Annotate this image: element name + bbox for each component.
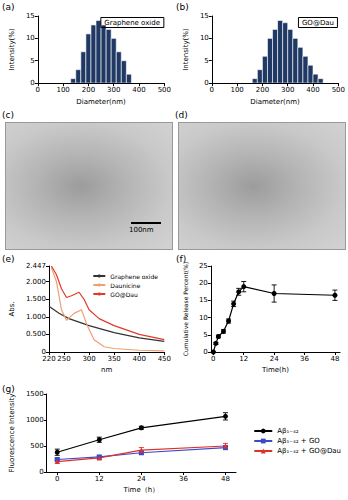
svg-text:15: 15: [199, 296, 208, 304]
svg-text:36: 36: [179, 475, 188, 483]
svg-text:12: 12: [239, 355, 248, 363]
svg-text:300: 300: [281, 86, 294, 94]
svg-text:(f): (f): [176, 253, 187, 264]
html-text:(d): (d): [175, 110, 188, 120]
html-text:100nm: 100nm: [129, 226, 154, 234]
svg-text:Aβ₁₋₄₂ + GO@Dau: Aβ₁₋₄₂ + GO@Dau: [277, 447, 341, 455]
svg-text:Cumulative Release Percent(%): Cumulative Release Percent(%): [182, 262, 189, 356]
svg-text:Aβ₁₋₄₂ + GO: Aβ₁₋₄₂ + GO: [277, 437, 320, 445]
svg-text:10: 10: [200, 34, 209, 42]
svg-text:Aβ₁₋₄₂: Aβ₁₋₄₂: [277, 427, 299, 435]
svg-text:20: 20: [199, 279, 208, 287]
svg-text:500: 500: [332, 86, 345, 94]
svg-text:0: 0: [210, 86, 214, 94]
svg-text:0: 0: [39, 468, 43, 476]
svg-text:100: 100: [56, 86, 69, 94]
svg-text:Daunicine: Daunicine: [110, 282, 140, 289]
svg-text:Time（h）: Time（h）: [123, 486, 160, 494]
svg-text:15: 15: [200, 12, 209, 20]
svg-text:10: 10: [26, 34, 35, 42]
svg-text:400: 400: [132, 86, 145, 94]
svg-text:220: 220: [42, 355, 55, 363]
svg-text:5: 5: [30, 57, 34, 65]
svg-text:0: 0: [204, 79, 208, 87]
svg-text:450: 450: [158, 355, 171, 363]
svg-text:1.000: 1.000: [26, 313, 46, 321]
svg-text:1000: 1000: [26, 416, 44, 424]
svg-text:nm: nm: [101, 366, 112, 374]
svg-text:500: 500: [30, 442, 43, 450]
svg-text:1.500: 1.500: [26, 295, 46, 303]
svg-text:200: 200: [256, 86, 269, 94]
svg-text:Intensity(%): Intensity(%): [182, 28, 190, 71]
svg-text:350: 350: [107, 355, 120, 363]
svg-text:200: 200: [82, 86, 95, 94]
svg-text:400: 400: [306, 86, 319, 94]
svg-text:(a): (a): [2, 2, 15, 12]
svg-text:300: 300: [107, 86, 120, 94]
svg-text:2.000: 2.000: [26, 278, 46, 286]
svg-text:0: 0: [30, 79, 34, 87]
svg-text:0: 0: [211, 355, 215, 363]
svg-text:GO@Dau: GO@Dau: [110, 291, 138, 299]
svg-text:GO@Dau: GO@Dau: [302, 19, 334, 27]
svg-text:Graphene oxide: Graphene oxide: [110, 273, 158, 281]
svg-text:Abs.: Abs.: [8, 301, 16, 316]
svg-text:0: 0: [203, 348, 207, 356]
svg-text:Fluorescence Intensity: Fluorescence Intensity: [8, 394, 16, 473]
svg-text:15: 15: [26, 12, 35, 20]
svg-text:48: 48: [330, 355, 339, 363]
svg-text:25: 25: [199, 262, 208, 270]
svg-text:2.447: 2.447: [26, 262, 46, 270]
svg-text:Graphene oxide: Graphene oxide: [104, 19, 160, 27]
svg-text:36: 36: [300, 355, 309, 363]
svg-text:Intensity(%): Intensity(%): [8, 28, 16, 71]
svg-text:400: 400: [133, 355, 146, 363]
svg-text:12: 12: [95, 475, 104, 483]
svg-text:(b): (b): [176, 2, 189, 12]
svg-text:0: 0: [55, 475, 59, 483]
svg-text:0.500: 0.500: [26, 330, 46, 338]
svg-text:(e): (e): [2, 254, 15, 264]
svg-text:300: 300: [82, 355, 95, 363]
svg-text:1500: 1500: [26, 390, 44, 398]
svg-text:Time(h): Time(h): [261, 366, 289, 374]
svg-text:Diameter(nm): Diameter(nm): [76, 98, 126, 106]
svg-text:Diameter(nm): Diameter(nm): [250, 98, 300, 106]
html-text:(c): (c): [2, 110, 14, 120]
svg-text:5: 5: [203, 331, 207, 339]
svg-text:0: 0: [36, 86, 40, 94]
svg-text:0: 0: [41, 348, 46, 356]
svg-text:10: 10: [199, 314, 208, 322]
svg-text:24: 24: [137, 475, 146, 483]
svg-text:100: 100: [230, 86, 243, 94]
svg-text:5: 5: [204, 57, 208, 65]
svg-text:48: 48: [221, 475, 230, 483]
svg-text:500: 500: [158, 86, 171, 94]
svg-text:24: 24: [270, 355, 279, 363]
svg-text:250: 250: [57, 355, 70, 363]
svg-text:(g): (g): [2, 384, 15, 394]
